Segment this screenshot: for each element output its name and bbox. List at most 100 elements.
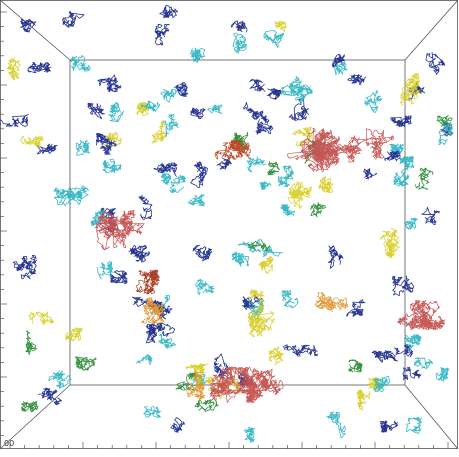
cluster — [97, 74, 122, 93]
cluster — [37, 387, 52, 399]
cluster — [281, 289, 299, 309]
cluster — [347, 74, 367, 85]
cluster — [230, 20, 248, 33]
cluster — [379, 227, 400, 259]
cluster — [406, 416, 423, 435]
cluster — [65, 327, 83, 342]
cluster — [160, 88, 184, 103]
cluster — [214, 139, 252, 161]
cluster — [246, 156, 267, 173]
cluster — [108, 102, 125, 122]
cluster — [414, 167, 434, 190]
cluster — [138, 195, 153, 220]
cluster — [233, 131, 249, 148]
cluster — [187, 193, 205, 207]
cluster — [390, 115, 412, 128]
cluster — [12, 255, 29, 272]
cluster — [160, 170, 172, 185]
cluster — [438, 121, 454, 146]
cluster — [247, 238, 271, 252]
cluster — [153, 162, 178, 177]
cluster — [379, 420, 399, 433]
cluster — [413, 357, 433, 370]
box-edge — [0, 384, 71, 450]
cluster — [327, 245, 344, 269]
cluster — [425, 52, 446, 76]
cluster — [70, 55, 91, 72]
cluster — [249, 78, 266, 92]
cluster — [136, 101, 150, 116]
cluster — [195, 278, 215, 296]
cluster — [310, 202, 327, 218]
cluster — [75, 140, 91, 156]
cluster — [287, 180, 313, 210]
cluster — [373, 376, 391, 393]
cluster — [190, 47, 206, 63]
cluster — [399, 155, 414, 169]
cluster — [186, 370, 206, 401]
cluster — [87, 102, 105, 120]
cluster — [190, 161, 208, 188]
cluster — [136, 354, 153, 365]
corner-label: 00 — [4, 439, 14, 448]
cluster — [255, 238, 283, 257]
cluster — [255, 118, 274, 135]
cluster — [331, 54, 345, 68]
cluster — [280, 204, 295, 216]
cluster — [314, 291, 349, 313]
cluster — [393, 167, 410, 187]
cluster — [371, 350, 398, 363]
cluster — [20, 254, 37, 280]
cluster — [266, 87, 282, 100]
cluster — [283, 344, 318, 357]
cluster — [20, 136, 44, 148]
cluster — [102, 158, 122, 174]
cluster — [392, 275, 415, 297]
cluster — [243, 427, 255, 443]
cluster — [62, 10, 85, 28]
cluster — [318, 176, 334, 193]
cluster — [27, 61, 52, 74]
cluster — [287, 127, 395, 172]
cluster — [400, 72, 421, 106]
cluster — [135, 269, 160, 295]
cluster — [186, 363, 209, 374]
cluster — [190, 107, 206, 120]
cluster — [231, 251, 249, 267]
cluster — [421, 206, 440, 225]
cluster — [363, 168, 378, 180]
cluster — [403, 334, 422, 350]
cluster — [209, 366, 284, 404]
cluster — [333, 62, 348, 76]
cluster — [268, 346, 285, 366]
cluster — [247, 290, 276, 338]
cluster — [263, 30, 285, 48]
cluster — [389, 143, 404, 155]
cluster — [435, 367, 450, 382]
cluster — [140, 100, 161, 112]
cluster — [267, 161, 280, 176]
cluster — [95, 133, 117, 147]
box-edge — [0, 0, 71, 61]
cluster — [161, 113, 179, 137]
cluster — [248, 289, 265, 300]
cluster — [440, 122, 453, 137]
cluster — [36, 143, 58, 155]
cluster — [154, 23, 170, 46]
cluster — [277, 165, 295, 188]
cluster — [53, 185, 89, 200]
cluster — [356, 389, 371, 411]
clusters — [0, 4, 454, 443]
cluster — [216, 157, 232, 170]
cluster — [151, 120, 166, 144]
cluster — [143, 406, 162, 418]
cluster — [140, 297, 165, 325]
cluster — [393, 343, 414, 358]
cluster — [402, 366, 422, 381]
cluster — [243, 102, 270, 124]
cluster — [102, 131, 122, 147]
cluster — [135, 244, 150, 263]
cluster — [173, 82, 189, 97]
cluster — [194, 397, 219, 412]
